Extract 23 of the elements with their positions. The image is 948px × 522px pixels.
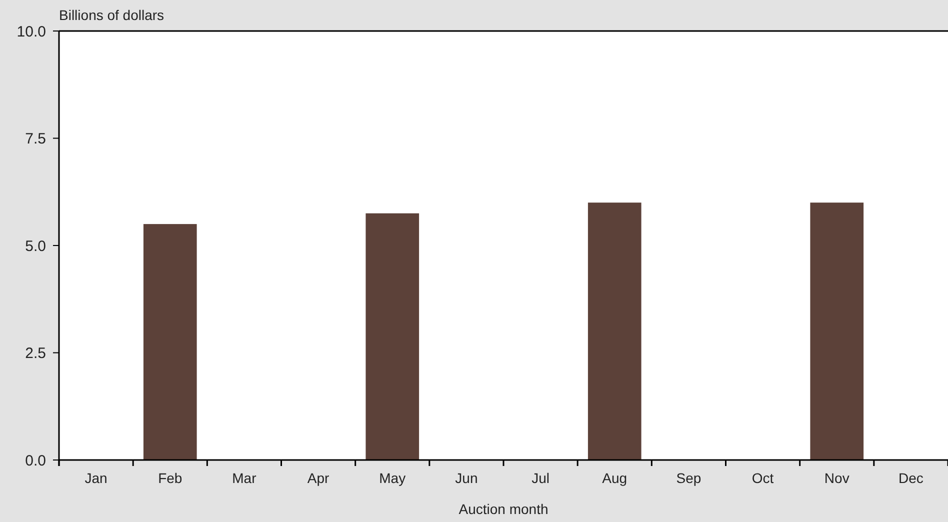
bar bbox=[588, 202, 642, 460]
y-tick-label: 5.0 bbox=[25, 238, 46, 255]
x-tick-label: Feb bbox=[158, 470, 182, 486]
x-tick-label: May bbox=[379, 470, 406, 486]
x-tick-label: Jan bbox=[84, 470, 108, 486]
x-tick-label: Mar bbox=[232, 470, 257, 486]
y-tick-label: 7.5 bbox=[25, 130, 46, 148]
x-tick-label: Sep bbox=[676, 470, 702, 486]
x-tick-label: Jun bbox=[455, 470, 478, 486]
x-tick-label: Dec bbox=[898, 470, 924, 486]
y-tick-label: 10.0 bbox=[16, 23, 46, 40]
x-tick-label: Jul bbox=[532, 470, 550, 486]
x-tick-label: Aug bbox=[602, 470, 628, 486]
bar bbox=[143, 224, 197, 460]
y-tick-label: 2.5 bbox=[25, 345, 46, 362]
x-axis-title: Auction month bbox=[458, 501, 548, 517]
x-tick-label: Oct bbox=[752, 470, 774, 486]
bar bbox=[810, 202, 864, 460]
x-tick-label: Apr bbox=[307, 470, 330, 486]
bar bbox=[366, 213, 420, 460]
x-tick-label: Nov bbox=[824, 470, 850, 486]
y-axis-title: Billions of dollars bbox=[59, 7, 164, 23]
y-tick-label: 0.0 bbox=[25, 452, 46, 470]
